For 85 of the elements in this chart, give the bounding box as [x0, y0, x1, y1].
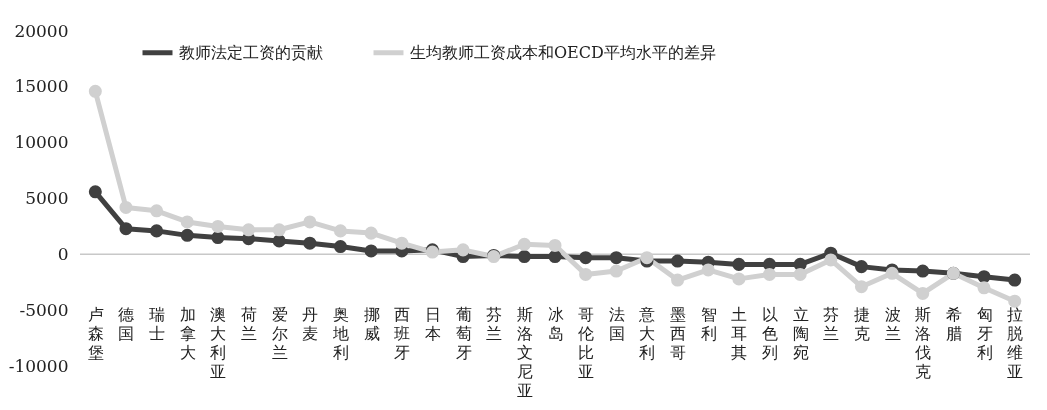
point: [180, 215, 194, 229]
point: [854, 280, 868, 294]
x-tick-label: 斯洛文尼亚: [516, 304, 533, 400]
x-tick-label: 波兰: [884, 304, 901, 343]
x-tick-label: 德国: [118, 304, 135, 343]
x-tick-label: 丹麦: [302, 304, 319, 343]
y-tick-label: 0: [57, 243, 69, 264]
point: [456, 243, 470, 257]
point: [854, 260, 868, 274]
point: [303, 215, 317, 229]
point: [242, 223, 256, 237]
point: [272, 234, 286, 248]
x-tick-label: 斯洛伐克: [915, 304, 932, 381]
point: [180, 228, 194, 242]
point: [824, 253, 838, 267]
point: [977, 270, 991, 284]
point: [579, 267, 593, 281]
point: [609, 264, 623, 278]
x-tick-label: 冰岛: [547, 304, 564, 343]
point: [150, 204, 164, 218]
point: [150, 224, 164, 238]
x-tick-label: 加拿大: [179, 304, 196, 362]
point: [609, 251, 623, 265]
x-tick-label: 匈牙利: [976, 304, 993, 362]
point: [364, 226, 378, 240]
point: [395, 236, 409, 250]
legend-label: 生均教师工资成本和OECD平均水平的差异: [410, 42, 716, 62]
y-tick-label: 15000: [14, 76, 69, 97]
point: [364, 244, 378, 258]
point: [701, 263, 715, 277]
point: [119, 200, 133, 214]
point: [916, 286, 930, 300]
x-tick-label: 葡萄牙: [455, 304, 472, 362]
x-tick-label: 瑞士: [149, 304, 166, 343]
x-tick-label: 奥地利: [331, 304, 349, 362]
x-tick-label: 荷兰: [241, 304, 258, 343]
x-tick-label: 卢森堡: [87, 304, 104, 362]
x-tick-label: 澳大利亚: [210, 304, 227, 381]
y-tick-label: 5000: [25, 188, 69, 208]
point: [1008, 273, 1022, 287]
y-tick-label: 20000: [14, 20, 69, 41]
point: [333, 240, 347, 254]
point: [671, 254, 685, 268]
x-tick-label: 西班牙: [394, 304, 411, 362]
point: [732, 257, 746, 271]
point: [211, 219, 225, 233]
point: [793, 267, 807, 281]
point: [671, 273, 685, 287]
point: [517, 237, 531, 251]
x-tick-label: 芬兰: [823, 304, 840, 343]
x-tick-label: 芬兰: [486, 304, 503, 343]
point: [211, 231, 225, 245]
x-tick-label: 希腊: [945, 304, 962, 343]
point: [88, 185, 102, 199]
x-tick-label: 意大利: [638, 304, 656, 362]
x-tick-label: 哥伦比亚: [578, 304, 595, 381]
point: [732, 272, 746, 286]
legend-label: 教师法定工资的贡献: [179, 42, 323, 62]
point: [119, 222, 133, 236]
point: [548, 238, 562, 252]
point: [579, 251, 593, 265]
point: [88, 84, 102, 98]
point: [763, 267, 777, 281]
y-tick-label: -5000: [19, 299, 69, 320]
x-tick-label: 捷克: [853, 304, 870, 343]
x-tick-label: 以色列: [762, 304, 779, 362]
x-tick-label: 法国: [608, 304, 625, 343]
point: [272, 223, 286, 237]
x-tick-label: 爱尔兰: [271, 304, 288, 362]
x-tick-label: 土耳其: [731, 304, 748, 362]
point: [548, 250, 562, 264]
point: [303, 236, 317, 250]
point: [333, 224, 347, 238]
point: [977, 281, 991, 295]
y-tick-label: 10000: [14, 132, 69, 153]
point: [517, 250, 531, 264]
x-tick-label: 拉脱维亚: [1007, 304, 1024, 381]
point: [1008, 294, 1022, 308]
x-tick-label: 挪威: [363, 304, 380, 343]
x-tick-label: 日本: [424, 304, 441, 343]
point: [916, 264, 930, 278]
x-tick-label: 立陶宛: [792, 304, 809, 362]
x-tick-label: 智利: [700, 304, 717, 343]
x-tick-label: 墨西哥: [670, 304, 687, 362]
y-tick-label: -10000: [8, 355, 69, 376]
